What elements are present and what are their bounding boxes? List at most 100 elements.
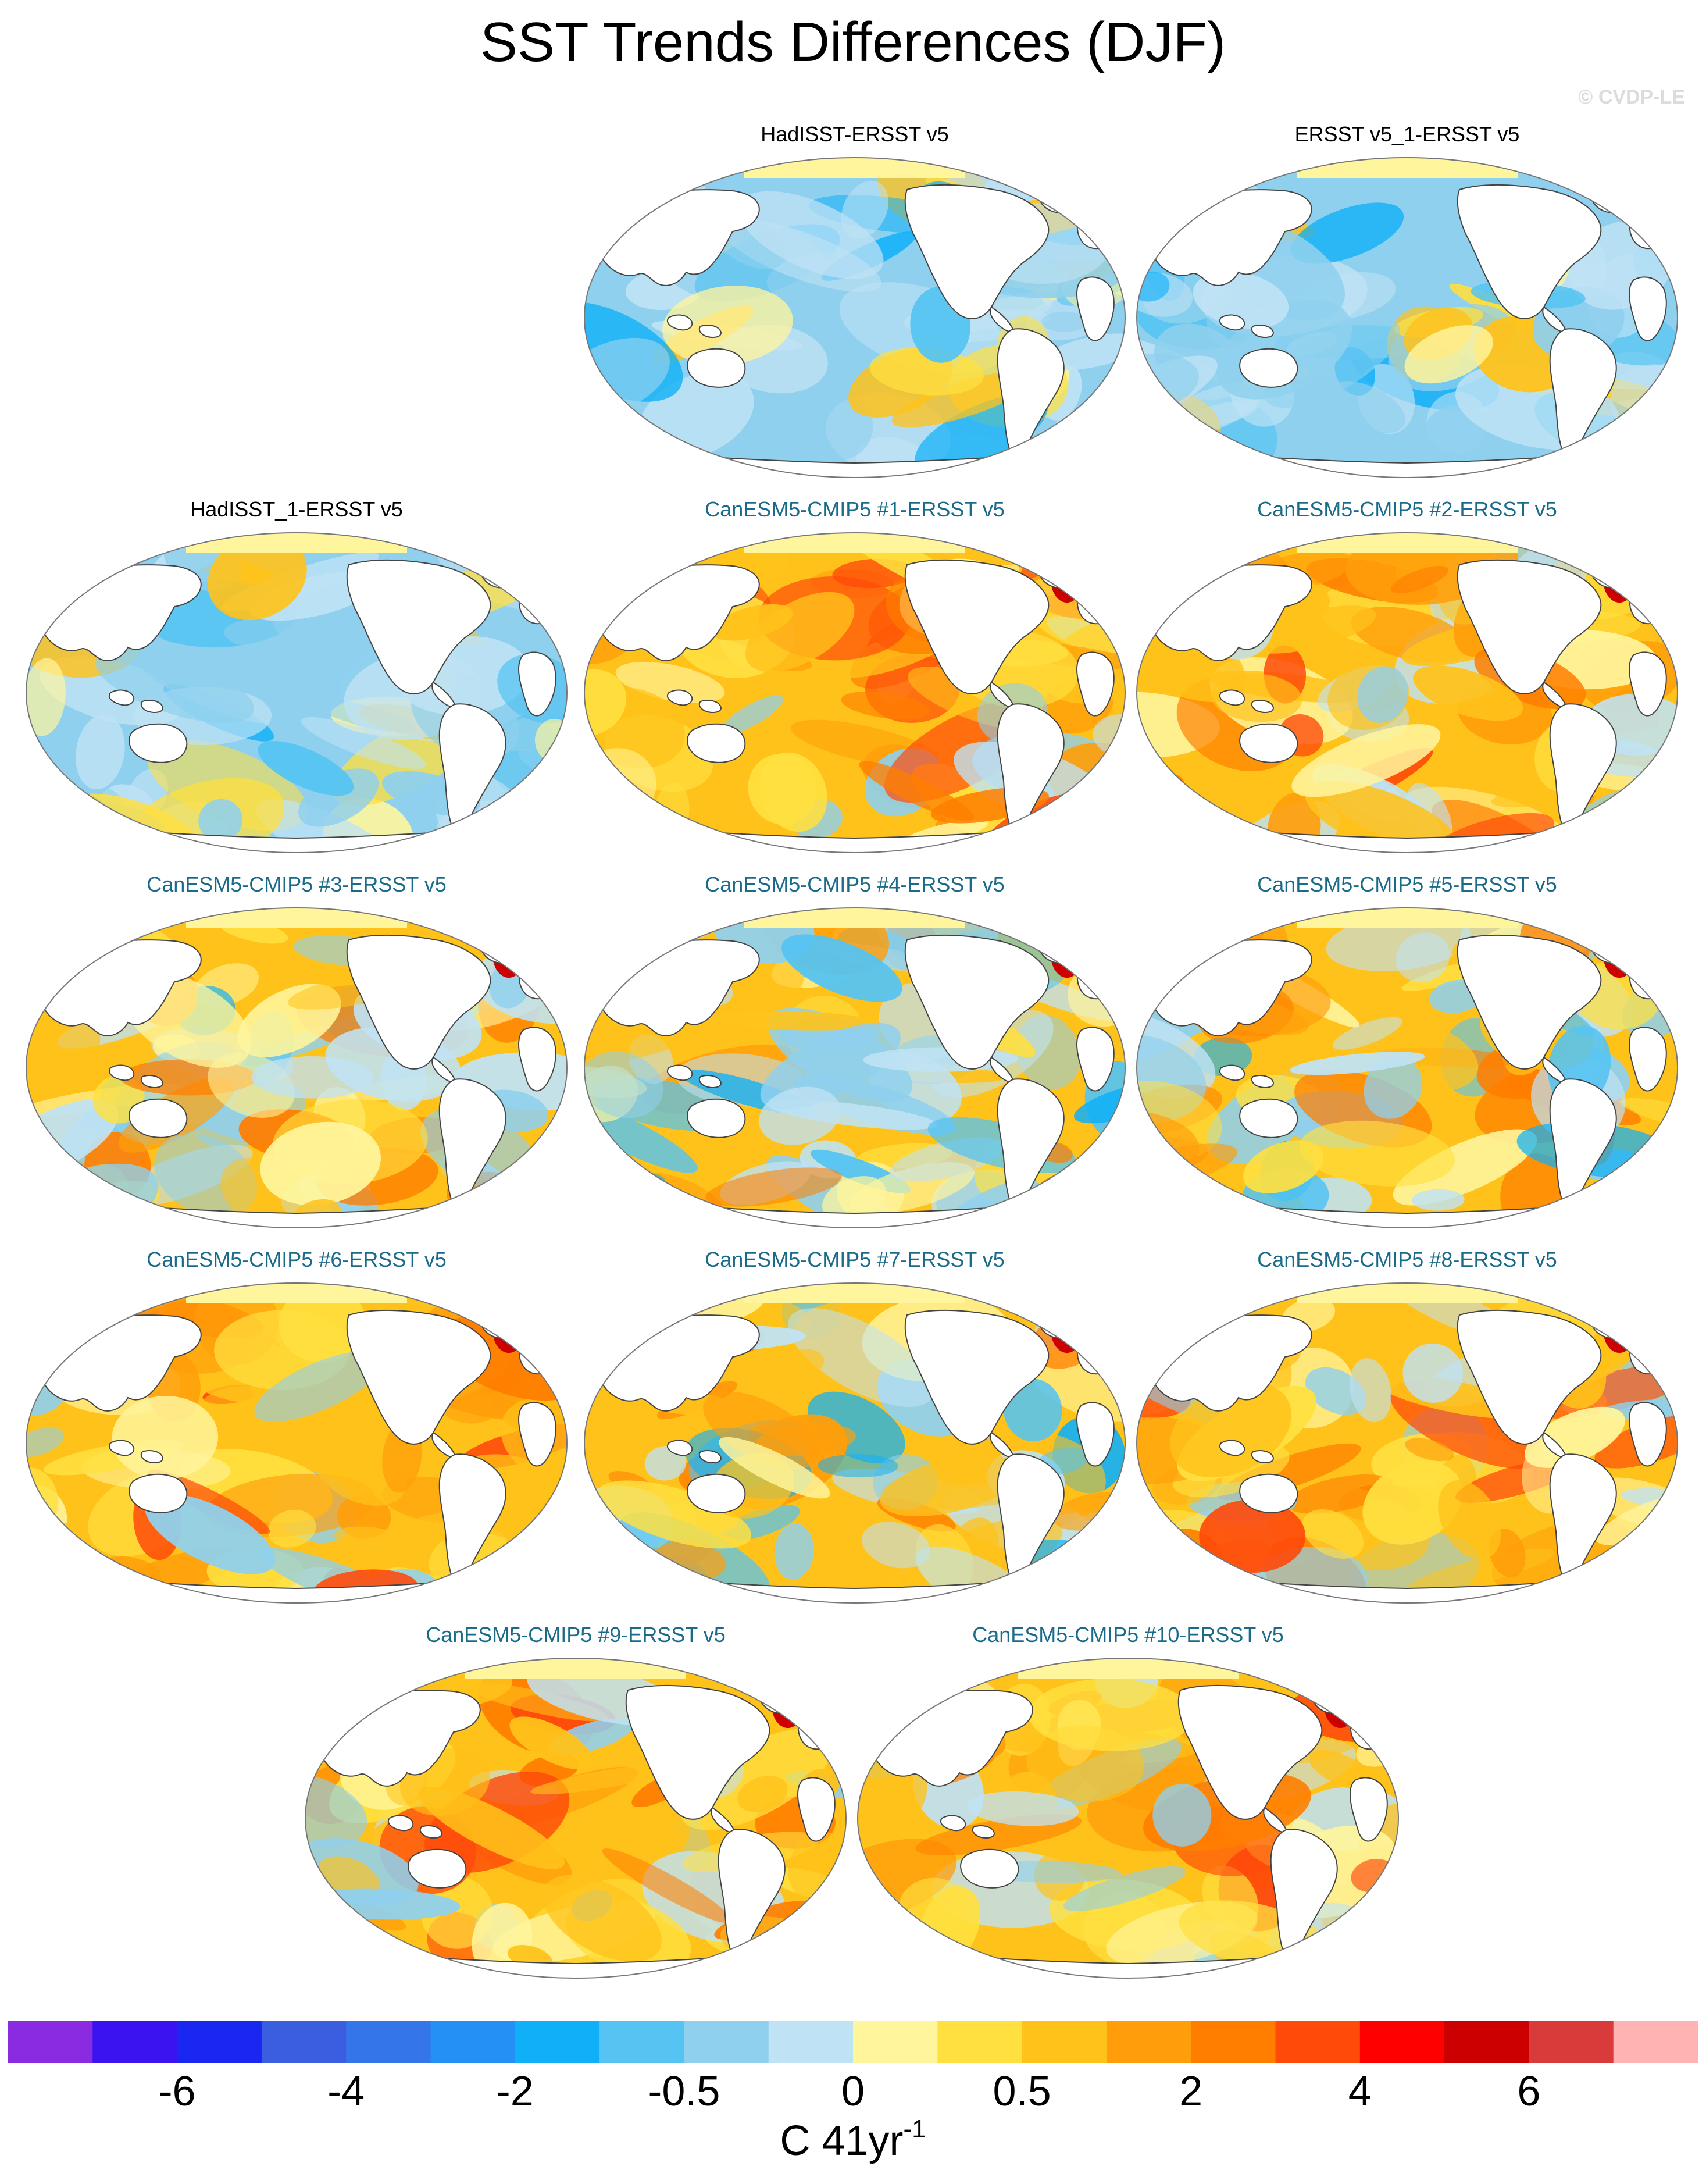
anomaly-blob <box>1073 1081 1125 1124</box>
anomaly-blob <box>1326 381 1406 433</box>
land-mass <box>1263 1807 1287 1833</box>
land-mass <box>1542 1431 1566 1458</box>
anomaly-blob <box>1033 806 1122 853</box>
land-mass <box>129 1098 188 1138</box>
land-mass <box>904 1309 1050 1445</box>
anomaly-blob <box>644 1446 687 1481</box>
land-mass <box>517 1027 556 1092</box>
arctic-band <box>465 1658 686 1679</box>
anomaly-blob <box>760 1022 901 1110</box>
land-mass <box>517 1402 556 1467</box>
map-panel: HadISST-ERSST v5 <box>581 122 1128 483</box>
arctic-band <box>186 1283 407 1303</box>
anomaly-blob <box>1137 1560 1212 1603</box>
map-outline <box>26 1282 568 1604</box>
arctic-band <box>1297 533 1518 553</box>
anomaly-blob <box>1247 605 1376 654</box>
land-mass <box>346 1309 491 1445</box>
land-mass <box>1628 1027 1667 1092</box>
anomaly-blob <box>1163 1191 1237 1220</box>
arctic-band <box>744 908 965 928</box>
land-mass <box>431 681 456 707</box>
colorbar-box <box>599 2021 684 2063</box>
land-mass <box>140 1075 164 1088</box>
panel-title: CanESM5-CMIP5 #1-ERSST v5 <box>705 497 1005 521</box>
land-mass <box>997 1078 1065 1209</box>
panel-title: CanESM5-CMIP5 #10-ERSST v5 <box>972 1623 1284 1647</box>
north-atlantic-hotspot <box>1051 556 1083 603</box>
anomaly-blob <box>260 1121 381 1206</box>
anomaly-blob <box>758 1086 841 1145</box>
anomaly-blob <box>841 691 930 720</box>
anomaly-blob <box>26 1427 65 1458</box>
anomaly-blob <box>254 1351 385 1422</box>
anomaly-blob <box>705 1167 843 1207</box>
land-mass <box>140 700 164 713</box>
colorbar-box <box>92 2021 178 2063</box>
land-mass <box>1549 1078 1617 1209</box>
anomaly-blob <box>869 347 984 396</box>
map-outline <box>305 1658 847 1979</box>
land-mass <box>667 689 693 706</box>
land-mass <box>140 1450 164 1463</box>
colorbar-box <box>1444 2021 1529 2063</box>
colorbar-box <box>261 2021 347 2063</box>
anomaly-blob <box>1302 1509 1364 1559</box>
anomaly-blob <box>545 1523 567 1588</box>
colorbar-box <box>430 2021 516 2063</box>
map-outline <box>1136 157 1678 478</box>
map-outline <box>1136 1282 1678 1604</box>
sst-map <box>1136 1282 1678 1604</box>
land-mass <box>408 1848 467 1889</box>
land-mass <box>990 681 1014 707</box>
anomaly-blob <box>224 615 380 658</box>
anomaly-blob <box>251 1056 374 1099</box>
anomaly-blob <box>891 371 1035 427</box>
arctic-band <box>1297 158 1518 178</box>
map-panel: CanESM5-CMIP5 #4-ERSST v5 <box>581 872 1128 1233</box>
colorbar-ticks: -6 -4 -2 -0.5 0 0.5 2 4 6 <box>0 2068 1706 2120</box>
anomaly-blob <box>1601 1292 1678 1336</box>
anomaly-blob <box>720 695 784 735</box>
land-mass <box>960 1848 1019 1889</box>
anomaly-blob <box>584 1187 663 1228</box>
land-mass <box>109 1440 135 1456</box>
anomaly-blob <box>305 1938 320 1966</box>
anomaly-blob <box>305 1773 367 1847</box>
anomaly-blob <box>584 412 636 462</box>
anomaly-blob <box>584 184 634 213</box>
panel-title: CanESM5-CMIP5 #6-ERSST v5 <box>147 1248 447 1271</box>
anomaly-blob <box>1041 333 1125 370</box>
land-mass <box>625 1684 770 1820</box>
map-outline <box>1136 907 1678 1228</box>
colorbar <box>8 2021 1698 2063</box>
anomaly-blob <box>745 592 855 672</box>
land-mass <box>1251 1075 1275 1088</box>
colorbar-unit: C 41yr <box>780 2118 904 2164</box>
anomaly-blob <box>774 1523 814 1580</box>
map-panel: CanESM5-CMIP5 #1-ERSST v5 <box>581 497 1128 858</box>
land-mass <box>1457 1309 1602 1445</box>
map-outline <box>26 907 568 1228</box>
land-mass <box>1251 1450 1275 1463</box>
anomaly-blob <box>321 1395 372 1441</box>
map-outline <box>1136 532 1678 853</box>
arctic-band <box>1297 908 1518 928</box>
colorbar-box <box>1106 2021 1191 2063</box>
anomaly-blob <box>662 286 793 365</box>
land-mass <box>667 314 693 331</box>
land-mass <box>797 1777 836 1842</box>
panel-title: CanESM5-CMIP5 #5-ERSST v5 <box>1257 872 1557 896</box>
land-mass <box>346 934 491 1070</box>
anomaly-blob <box>1390 174 1455 256</box>
anomaly-blob <box>334 1526 411 1553</box>
map-outline <box>584 1282 1126 1604</box>
map-outline <box>584 157 1126 478</box>
anomaly-blob <box>1063 1866 1186 1911</box>
anomaly-blob <box>862 1522 930 1569</box>
map-outline <box>857 1658 1399 1979</box>
panel-title: CanESM5-CMIP5 #9-ERSST v5 <box>426 1623 726 1647</box>
land-mass <box>711 1807 735 1833</box>
land-mass <box>904 184 1050 319</box>
land-mass <box>1251 700 1275 713</box>
